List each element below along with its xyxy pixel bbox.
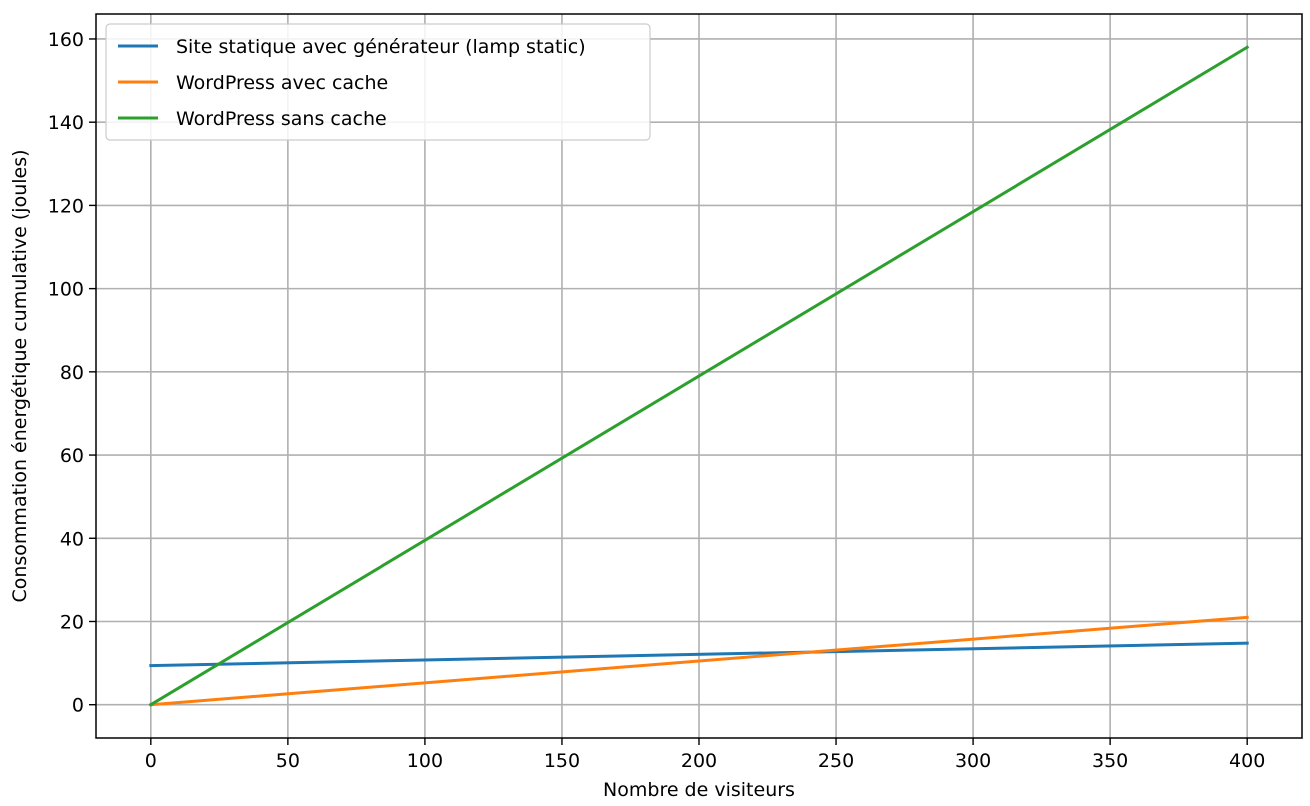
y-tick-label: 0 xyxy=(72,695,84,717)
legend-label: Site statique avec générateur (lamp stat… xyxy=(176,36,586,58)
x-tick-label: 150 xyxy=(544,750,580,772)
y-tick-label: 60 xyxy=(60,445,84,467)
x-tick-label: 50 xyxy=(276,750,300,772)
legend-label: WordPress avec cache xyxy=(176,72,388,94)
y-tick-label: 140 xyxy=(48,112,84,134)
y-tick-label: 40 xyxy=(60,528,84,550)
legend-box xyxy=(105,23,651,141)
y-tick-label: 20 xyxy=(60,611,84,633)
series-line-2 xyxy=(148,45,1250,707)
y-tick-label: 100 xyxy=(48,279,84,301)
x-tick-label: 200 xyxy=(681,750,717,772)
series-line-0 xyxy=(149,641,1249,668)
y-tick-label: 80 xyxy=(60,362,84,384)
legend: Site statique avec générateur (lamp stat… xyxy=(105,23,651,141)
x-tick-label: 250 xyxy=(818,750,854,772)
series-lines xyxy=(148,45,1250,707)
series-line-1 xyxy=(149,615,1249,707)
y-tick-label: 120 xyxy=(48,195,84,217)
y-tick-label: 160 xyxy=(48,29,84,51)
x-tick-label: 350 xyxy=(1092,750,1128,772)
legend-label: WordPress sans cache xyxy=(176,108,387,130)
x-axis-ticks: 0 50 100 150 200 250 300 350 400 xyxy=(145,738,1265,772)
x-axis-label: Nombre de visiteurs xyxy=(603,779,795,801)
x-tick-label: 300 xyxy=(955,750,991,772)
x-tick-label: 100 xyxy=(407,750,443,772)
x-tick-label: 400 xyxy=(1229,750,1265,772)
grid xyxy=(96,14,1302,738)
y-axis-label: Consommation énergétique cumulative (jou… xyxy=(9,149,31,602)
y-axis-ticks: 0 20 40 60 80 100 120 140 160 xyxy=(48,29,96,717)
x-tick-label: 0 xyxy=(145,750,157,772)
